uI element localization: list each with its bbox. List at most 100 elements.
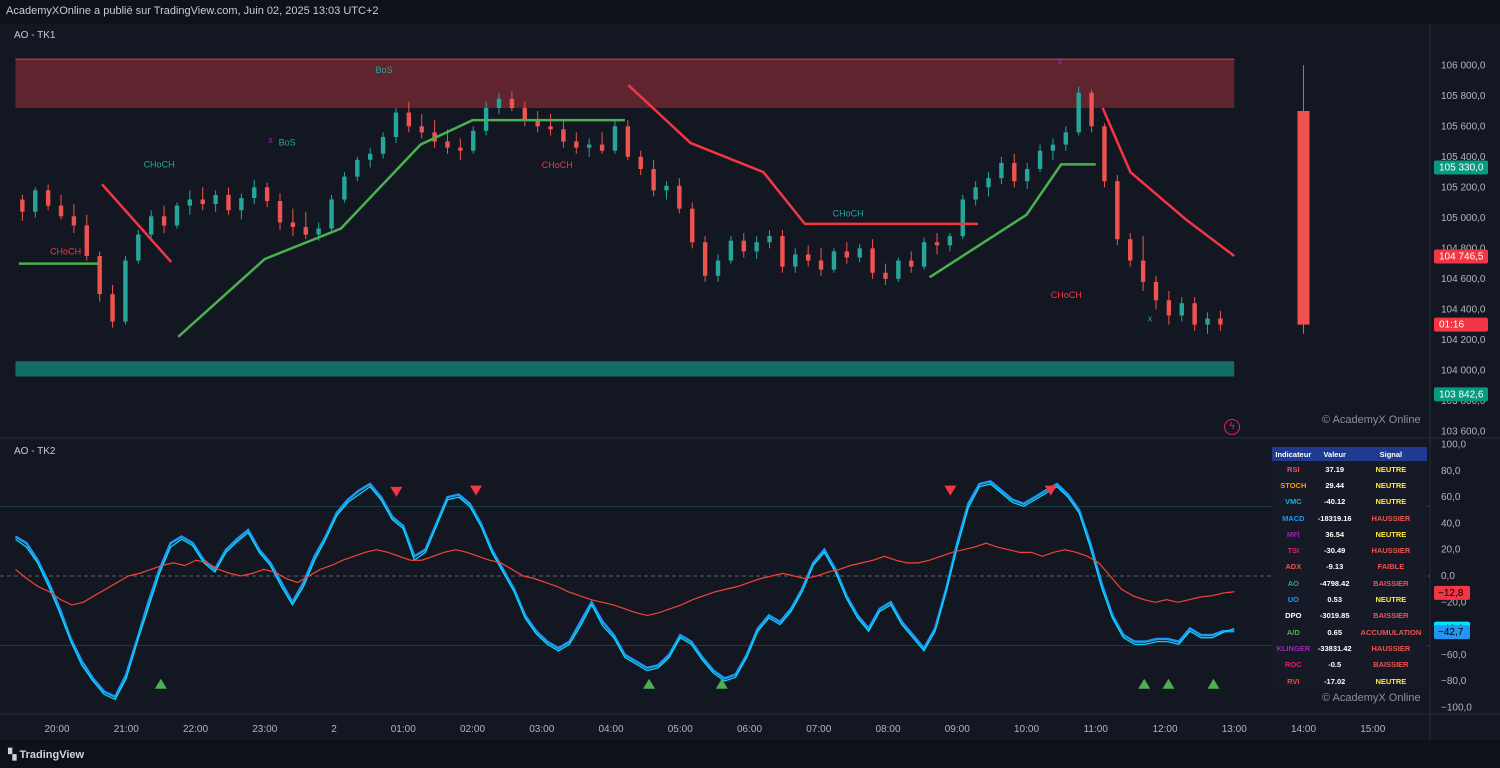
price-tick: 105 000,0 <box>1441 213 1486 224</box>
candle-body <box>1218 318 1223 325</box>
candle-body <box>1192 303 1197 325</box>
time-tick: 07:00 <box>806 724 831 735</box>
candle-body <box>625 126 631 157</box>
candle-body <box>342 176 347 200</box>
time-tick: 13:00 <box>1222 724 1247 735</box>
header-indicator: Indicateur <box>1272 447 1315 461</box>
candle-body <box>58 205 64 217</box>
osc-label: −42,7 <box>1438 627 1464 638</box>
indicator-row: MFI 36.54 NEUTRE <box>1272 526 1427 543</box>
header-value: Valeur <box>1314 447 1355 461</box>
price-tick: 106 000,0 <box>1441 60 1486 71</box>
indicator-name: ADX <box>1272 558 1315 576</box>
trail-stop-up <box>177 118 625 338</box>
indicator-value: -0.5 <box>1314 656 1355 673</box>
price-label: 01:16 <box>1439 320 1464 331</box>
tradingview-logo[interactable]: ▚ TradingView <box>8 748 84 761</box>
indicator-value: -30.49 <box>1314 542 1355 559</box>
candle-body <box>161 216 167 226</box>
price-tick: 105 600,0 <box>1441 121 1486 132</box>
candle-body <box>947 236 953 246</box>
candle-body <box>1205 318 1210 325</box>
indicator-signal: NEUTRE <box>1354 493 1427 510</box>
time-tick: 05:00 <box>668 724 693 735</box>
pane2-title: AO - TK2 <box>14 446 56 457</box>
candle-body <box>329 199 334 229</box>
candle-body <box>84 225 89 256</box>
candle-body <box>651 169 656 191</box>
zone-0 <box>15 59 1235 108</box>
time-tick: 21:00 <box>114 724 139 735</box>
candle-body <box>638 156 643 170</box>
indicator-row: A/D 0.65 ACCUMULATION <box>1272 623 1427 641</box>
indicator-row: ADX -9.13 FAIBLE <box>1272 558 1427 576</box>
sell-signal-icon <box>469 485 482 496</box>
trail-stop-up <box>928 163 1096 279</box>
candle-body <box>1166 300 1172 316</box>
candle-body <box>252 187 257 198</box>
indicator-name: STOCH <box>1272 477 1315 494</box>
candle-body <box>921 242 927 267</box>
candle-body <box>690 208 695 243</box>
price-label-bg <box>1434 387 1488 402</box>
candle-body <box>45 190 51 206</box>
candle-body <box>1089 92 1094 127</box>
indicator-name: MACD <box>1272 509 1315 527</box>
indicator-row: UO 0.53 NEUTRE <box>1272 591 1427 608</box>
indicator-row: STOCH 29.44 NEUTRE <box>1272 477 1427 494</box>
candle-body <box>174 205 180 226</box>
footer: ▚ TradingView <box>0 740 1500 768</box>
indicator-value: 29.44 <box>1314 477 1355 494</box>
indicator-row: KLINGER -33831.42 HAUSSIER <box>1272 640 1427 657</box>
price-label-bg <box>1434 317 1488 332</box>
candle-body <box>110 294 115 322</box>
candle-body <box>973 187 978 200</box>
candle-body <box>728 240 734 261</box>
osc-tick: 0,0 <box>1441 571 1455 582</box>
indicator-row: DPO -3019.85 BAISSIER <box>1272 607 1427 624</box>
indicator-signal: NEUTRE <box>1354 591 1427 608</box>
candle-body <box>123 260 128 322</box>
indicator-value: -18319.16 <box>1314 509 1355 527</box>
osc-series-0 <box>14 480 1235 699</box>
tv-logo-icon: ▚ <box>8 749 20 761</box>
indicator-row: TSI -30.49 HAUSSIER <box>1272 542 1427 559</box>
lightning-badge-icon[interactable]: ϟ <box>1224 419 1240 435</box>
indicator-value: 0.53 <box>1314 591 1355 608</box>
indicator-name: MFI <box>1272 526 1315 543</box>
time-tick: 11:00 <box>1084 724 1109 735</box>
price-tick: 105 800,0 <box>1441 91 1486 102</box>
indicator-value: -40.12 <box>1314 493 1355 510</box>
candle-body <box>1063 132 1069 145</box>
indicator-signal: HAUSSIER <box>1354 640 1427 657</box>
candle-body <box>677 185 682 209</box>
buy-signal-icon <box>1138 678 1151 689</box>
candle-body <box>458 147 463 151</box>
candle-body <box>896 260 901 279</box>
trail-stop-down <box>101 183 173 263</box>
indicator-name: RSI <box>1272 461 1315 478</box>
annotation-label: CHoCH <box>50 246 81 256</box>
indicator-table-header: Indicateur Valeur Signal <box>1272 447 1427 461</box>
header-text: AcademyXOnline a publié sur TradingView.… <box>6 5 379 17</box>
indicator-signal: NEUTRE <box>1354 477 1427 494</box>
chart-canvas[interactable]: CHoCH CHoCH BoS BoS CHoCH CHoCH CHoCH x x x 106 0… <box>0 24 1500 740</box>
indicator-value: 36.54 <box>1314 526 1355 543</box>
candle-body <box>818 260 824 270</box>
candle-body <box>419 126 424 133</box>
candle-body <box>844 251 850 258</box>
annotation-label: x <box>1058 56 1063 66</box>
price-label: 105 330,0 <box>1439 162 1484 173</box>
annotation-label: CHoCH <box>1051 290 1082 300</box>
candle-body <box>1012 162 1017 182</box>
pane1-title: AO - TK1 <box>14 30 56 41</box>
candle-body <box>213 194 218 205</box>
annotation-label: CHoCH <box>833 208 864 218</box>
price-tick: 104 400,0 <box>1441 304 1486 315</box>
candle-body <box>380 136 386 154</box>
candle-body <box>471 130 476 151</box>
osc-tick: −60,0 <box>1441 650 1467 661</box>
time-tick: 20:00 <box>44 724 69 735</box>
candle-body <box>148 216 154 235</box>
buy-signal-icon <box>715 678 728 689</box>
